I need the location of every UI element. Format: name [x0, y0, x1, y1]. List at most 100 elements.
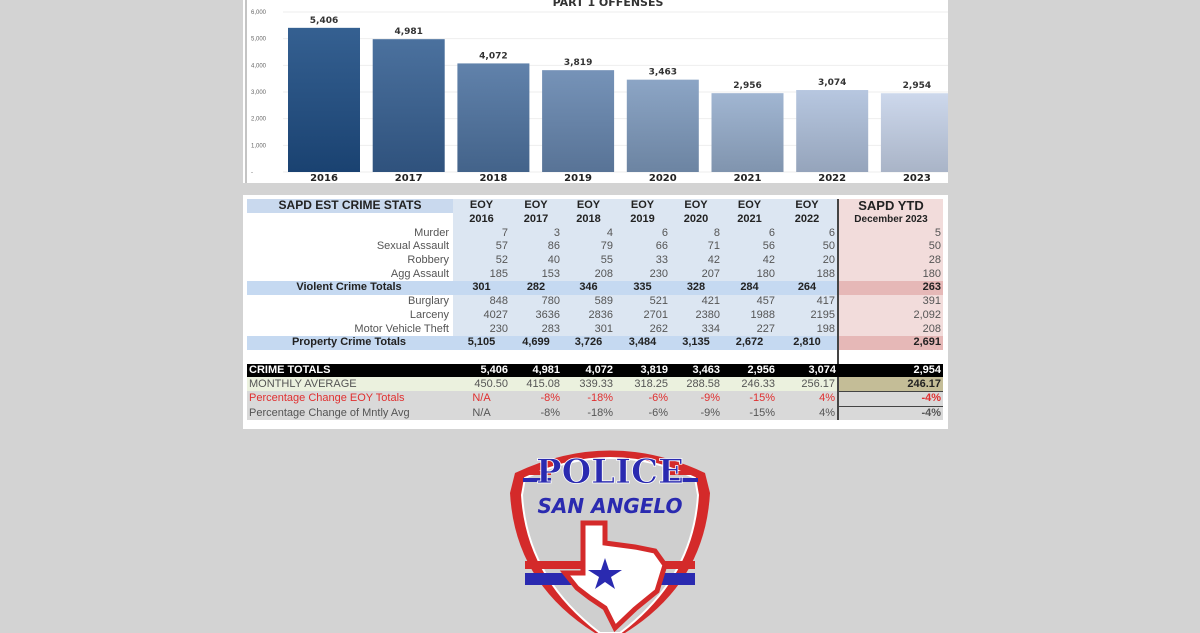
table-cell: 4,699 [510, 335, 562, 350]
table-cell: 42 [722, 253, 777, 268]
table-cell: 198 [777, 322, 838, 336]
table-cell: 28 [837, 253, 943, 268]
table-cell: 3,819 [615, 363, 670, 378]
table-cell: 417 [777, 294, 838, 309]
table-cell: 4% [777, 406, 838, 421]
column-header: EOY [510, 199, 562, 213]
data-label: 4,981 [394, 27, 422, 37]
table-cell: -15% [722, 406, 777, 421]
crime-stats-table-panel: SAPD EST CRIME STATS EOY EOY EOY EOY EOY EOY EO… [243, 195, 948, 429]
bar [626, 79, 699, 172]
table-cell [670, 350, 722, 364]
table-cell: 57 [453, 240, 510, 254]
column-header: EOY [615, 199, 670, 213]
column-header: 2016 [453, 212, 510, 227]
table-cell: 66 [615, 240, 670, 254]
x-tick-label: 2023 [903, 173, 931, 183]
bar [880, 93, 948, 172]
table-cell: 56 [722, 240, 777, 254]
data-label: 3,819 [564, 58, 592, 68]
table-cell: 3,463 [670, 363, 722, 378]
table-cell: 50 [837, 240, 943, 254]
table-cell: 6 [777, 226, 838, 241]
table-cell: 20 [777, 253, 838, 268]
table-cell: 4,981 [510, 363, 562, 378]
table-cell: 264 [777, 281, 838, 295]
table-cell: 2,691 [837, 335, 943, 350]
table-cell [453, 350, 510, 364]
row-label: Property Crime Totals [247, 335, 453, 350]
table-row: Percentage Change EOY Totals N/A -8% -18% -6… [247, 390, 943, 407]
table-cell [510, 350, 562, 364]
table-cell: 335 [615, 281, 670, 295]
column-header: 2019 [615, 212, 670, 227]
column-header: 2020 [670, 212, 722, 227]
row-label: Percentage Change of Mntly Avg [247, 406, 453, 421]
row-label: Percentage Change EOY Totals [247, 391, 453, 407]
row-label: Sexual Assault [376, 240, 449, 253]
table-cell: 256.17 [777, 377, 838, 392]
column-header: EOY [777, 199, 838, 213]
data-label: 3,463 [649, 68, 677, 78]
table-row: Motor Vehicle Theft 230 283 301 262 334 227 198… [247, 322, 943, 336]
column-header: EOY [562, 199, 615, 213]
column-header: EOY [722, 199, 777, 213]
table-cell: 4% [777, 391, 838, 407]
table-cell: 227 [722, 322, 777, 336]
table-cell: 318.25 [615, 377, 670, 392]
data-label: 4,072 [479, 51, 507, 61]
table-cell: 415.08 [510, 377, 562, 392]
table-cell: -9% [670, 406, 722, 421]
y-tick-label: 6,000 [251, 10, 267, 16]
table-cell: 208 [562, 267, 615, 282]
table-row: Agg Assault 185 153 208 230 207 180 188 180 [247, 267, 943, 282]
table-row: Larceny 4027 3636 2836 2701 2380 1988 2195 2,092 [247, 308, 943, 323]
table-cell: 263 [837, 281, 943, 295]
table-cell: N/A [453, 391, 510, 407]
table-cell: 2380 [670, 308, 722, 323]
table-cell [562, 350, 615, 364]
table-cell: 262 [615, 322, 670, 336]
table-cell: 40 [510, 253, 562, 268]
table-cell: 52 [453, 253, 510, 268]
bar [542, 70, 615, 172]
table-cell: -8% [510, 406, 562, 421]
table-cell: 3,484 [615, 335, 670, 350]
header-row: 2016 2017 2018 2019 2020 2021 2022 December 202… [247, 212, 943, 227]
table-cell: 7 [453, 226, 510, 241]
table-cell: 71 [670, 240, 722, 254]
row-label: Burglary [408, 295, 449, 308]
table-cell: 2701 [615, 308, 670, 323]
table-row [247, 349, 943, 364]
bar [796, 90, 869, 172]
table-cell: 185 [453, 267, 510, 282]
table-cell: 283 [510, 322, 562, 336]
table-row: MONTHLY AVERAGE 450.50 415.08 339.33 318.25 2… [247, 377, 943, 392]
table-cell: -8% [510, 391, 562, 407]
column-header: 2021 [722, 212, 777, 227]
row-label: Larceny [409, 308, 449, 321]
table-cell: 301 [562, 322, 615, 336]
x-tick-label: 2021 [734, 173, 762, 183]
table-cell: 6 [615, 226, 670, 241]
table-cell: 3,726 [562, 335, 615, 350]
table-cell: -18% [562, 406, 615, 421]
bar-chart: - 1,000 2,000 3,000 4,000 5,000 6,000 PART 1 OF… [245, 0, 948, 183]
table-row: Violent Crime Totals 301 282 346 335 328 284 26… [247, 281, 943, 295]
table-cell: 301 [453, 281, 510, 295]
table-cell: 328 [670, 281, 722, 295]
table-cell: 4,072 [562, 363, 615, 378]
table-cell: 2836 [562, 308, 615, 323]
table-row: Burglary 848 780 589 521 421 457 417 391 [247, 294, 943, 309]
table-cell: 86 [510, 240, 562, 254]
star-icon [588, 558, 622, 589]
table-cell: -15% [722, 391, 777, 407]
table-cell: 208 [837, 322, 943, 336]
table-cell: -18% [562, 391, 615, 407]
table-row: CRIME TOTALS 5,406 4,981 4,072 3,819 3,463 2,9… [247, 363, 943, 378]
bar [288, 27, 360, 173]
table-cell: 230 [453, 322, 510, 336]
table-cell: 288.58 [670, 377, 722, 392]
table-cell: -6% [615, 391, 670, 407]
table-cell: 180 [722, 267, 777, 282]
